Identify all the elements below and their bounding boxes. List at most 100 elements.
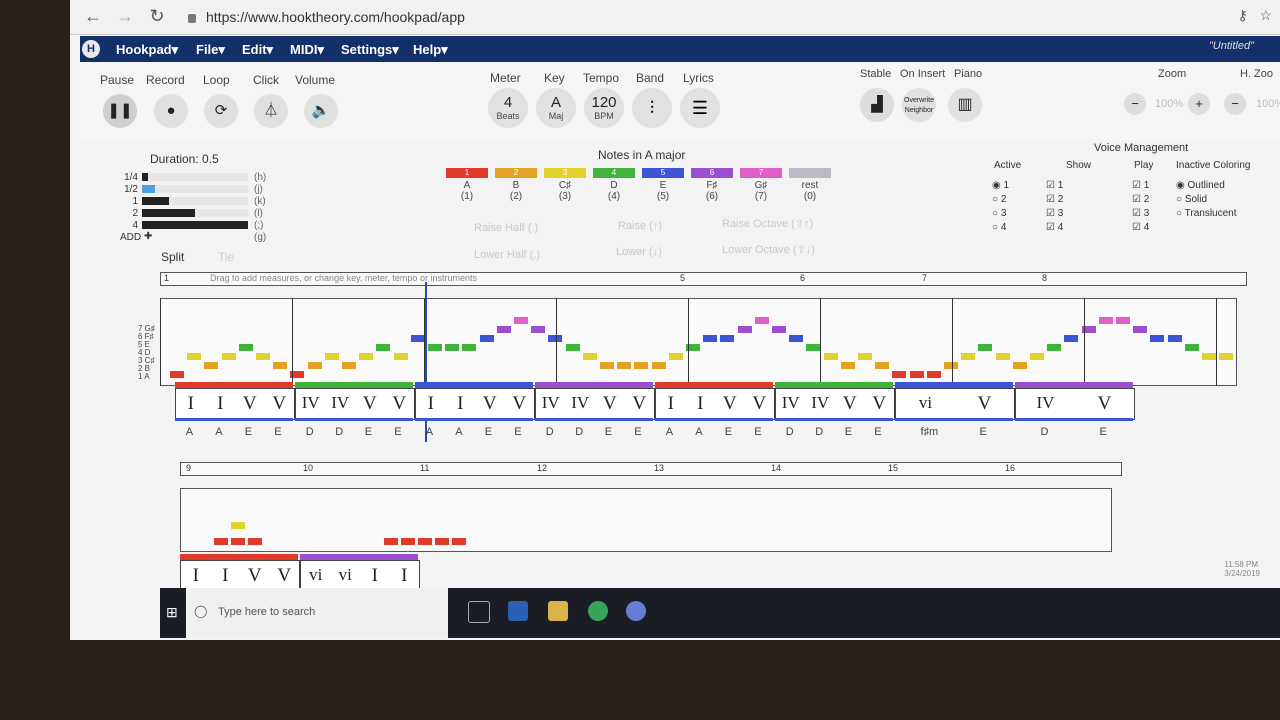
note-button[interactable]: 6 F♯ (6) bbox=[691, 168, 733, 202]
chord-numeral[interactable]: I bbox=[222, 565, 229, 586]
chord-numeral[interactable]: I bbox=[371, 565, 378, 586]
melody-note[interactable] bbox=[376, 344, 391, 351]
chord-numeral[interactable]: V bbox=[512, 393, 527, 414]
playhead[interactable] bbox=[425, 282, 427, 442]
menu-file[interactable]: File▾ bbox=[196, 42, 225, 57]
melody-note[interactable] bbox=[961, 353, 976, 360]
chord-numeral[interactable]: V bbox=[872, 393, 887, 414]
melody-note[interactable] bbox=[1012, 362, 1027, 369]
play-voice-checkbox[interactable]: ☑ 2 bbox=[1132, 194, 1150, 205]
melody-note[interactable] bbox=[1167, 335, 1182, 342]
melody-note[interactable] bbox=[686, 344, 700, 351]
chord-numeral[interactable]: IV bbox=[1036, 393, 1055, 412]
active-voice-radio[interactable]: ○ 2 bbox=[992, 194, 1007, 205]
inactive-coloring-option[interactable]: ◉ Outlined bbox=[1176, 180, 1225, 191]
melody-note[interactable] bbox=[1098, 317, 1113, 324]
melody-note[interactable] bbox=[531, 326, 546, 333]
tempo-button[interactable]: 120 BPM bbox=[584, 88, 624, 128]
melody-note[interactable] bbox=[231, 538, 245, 545]
menu-edit[interactable]: Edit▾ bbox=[242, 42, 274, 57]
chord-numeral[interactable]: I bbox=[427, 393, 434, 414]
menu-help[interactable]: Help▾ bbox=[413, 42, 448, 57]
taskbar-search[interactable]: Type here to search ◯ bbox=[186, 588, 448, 638]
address-bar[interactable]: https://www.hooktheory.com/hookpad/app bbox=[180, 5, 1180, 29]
star-icon[interactable]: ☆ bbox=[1259, 7, 1272, 23]
melody-note[interactable] bbox=[1116, 317, 1130, 324]
chord-numeral[interactable]: vi bbox=[309, 565, 323, 584]
chord-numeral[interactable]: V bbox=[842, 393, 857, 414]
melody-note[interactable] bbox=[789, 335, 804, 342]
melody-note[interactable] bbox=[582, 353, 597, 360]
chord-measure[interactable]: vi V bbox=[895, 388, 1015, 420]
chord-numeral[interactable]: I bbox=[697, 393, 704, 414]
piano-roll-2[interactable] bbox=[180, 488, 1112, 552]
melody-note[interactable] bbox=[418, 538, 432, 545]
melody-note[interactable] bbox=[324, 353, 339, 360]
browser-app-icon[interactable] bbox=[626, 601, 646, 621]
chord-measure[interactable]: IV IV V V bbox=[295, 388, 415, 420]
melody-note[interactable] bbox=[703, 335, 718, 342]
melody-note[interactable] bbox=[452, 538, 466, 545]
raise-button[interactable]: Raise (↑) bbox=[618, 220, 663, 232]
melody-note[interactable] bbox=[393, 353, 408, 360]
melody-note[interactable] bbox=[514, 317, 528, 324]
on-insert-button[interactable]: Overwrite Neighbor bbox=[902, 88, 936, 122]
click-button[interactable]: ⏃ bbox=[254, 94, 288, 128]
note-button[interactable]: 4 D (4) bbox=[593, 168, 635, 202]
melody-note[interactable] bbox=[1150, 335, 1165, 342]
band-button[interactable]: ⫶ bbox=[632, 88, 672, 128]
melody-note[interactable] bbox=[651, 362, 666, 369]
reload-icon[interactable]: ↻ bbox=[149, 6, 165, 26]
chord-numeral[interactable]: V bbox=[602, 393, 617, 414]
chord-numeral[interactable]: V bbox=[362, 393, 377, 414]
melody-note[interactable] bbox=[617, 362, 632, 369]
chord-numeral[interactable]: V bbox=[977, 393, 992, 414]
melody-note[interactable] bbox=[342, 362, 356, 369]
tie-button[interactable]: Tie bbox=[218, 250, 235, 264]
chord-numeral[interactable]: I bbox=[667, 393, 674, 414]
show-voice-checkbox[interactable]: ☑ 4 bbox=[1046, 222, 1064, 233]
melody-note[interactable] bbox=[720, 335, 735, 342]
melody-note[interactable] bbox=[445, 344, 460, 351]
chord-numeral[interactable]: IV bbox=[331, 393, 350, 412]
pause-button[interactable]: ❚❚ bbox=[103, 94, 137, 128]
measure-ruler-2[interactable] bbox=[180, 462, 1122, 476]
menu-hookpad[interactable]: Hookpad▾ bbox=[116, 42, 179, 57]
melody-note[interactable] bbox=[1064, 335, 1079, 342]
active-voice-radio[interactable]: ○ 3 bbox=[992, 208, 1007, 219]
melody-note[interactable] bbox=[462, 344, 477, 351]
melody-note[interactable] bbox=[548, 335, 563, 342]
note-button[interactable]: 1 A (1) bbox=[446, 168, 488, 202]
split-button[interactable]: Split bbox=[161, 250, 185, 264]
chord-numeral[interactable]: V bbox=[247, 565, 262, 586]
note-button[interactable]: 2 B (2) bbox=[495, 168, 537, 202]
melody-note[interactable] bbox=[772, 326, 786, 333]
melody-note[interactable] bbox=[273, 362, 288, 369]
note-button[interactable]: 3 C♯ (3) bbox=[544, 168, 586, 202]
lower-button[interactable]: Lower (↓) bbox=[616, 246, 662, 258]
piano-roll[interactable] bbox=[160, 298, 1237, 386]
chord-numeral[interactable]: V bbox=[272, 393, 287, 414]
melody-note[interactable] bbox=[944, 362, 958, 369]
task-view-icon[interactable] bbox=[468, 601, 490, 623]
melody-note[interactable] bbox=[214, 538, 228, 545]
melody-note[interactable] bbox=[823, 353, 838, 360]
melody-note[interactable] bbox=[1133, 326, 1148, 333]
melody-note[interactable] bbox=[858, 353, 872, 360]
folder-icon[interactable] bbox=[548, 601, 568, 621]
key-button[interactable]: A Maj bbox=[536, 88, 576, 128]
lyrics-button[interactable]: ☰ bbox=[680, 88, 720, 128]
melody-note[interactable] bbox=[496, 326, 511, 333]
chord-measure[interactable]: IV IV V V bbox=[535, 388, 655, 420]
lower-half-button[interactable]: Lower Half (,) bbox=[474, 249, 541, 261]
melody-note[interactable] bbox=[221, 353, 236, 360]
key-icon[interactable]: ⚷ bbox=[1237, 7, 1248, 23]
chord-numeral[interactable]: IV bbox=[541, 393, 560, 412]
chord-numeral[interactable]: I bbox=[401, 565, 408, 586]
stable-button[interactable]: ▟ bbox=[860, 88, 894, 122]
chord-numeral[interactable]: V bbox=[482, 393, 497, 414]
melody-note[interactable] bbox=[909, 371, 924, 378]
h-zoom-out-button[interactable]: − bbox=[1224, 93, 1246, 115]
